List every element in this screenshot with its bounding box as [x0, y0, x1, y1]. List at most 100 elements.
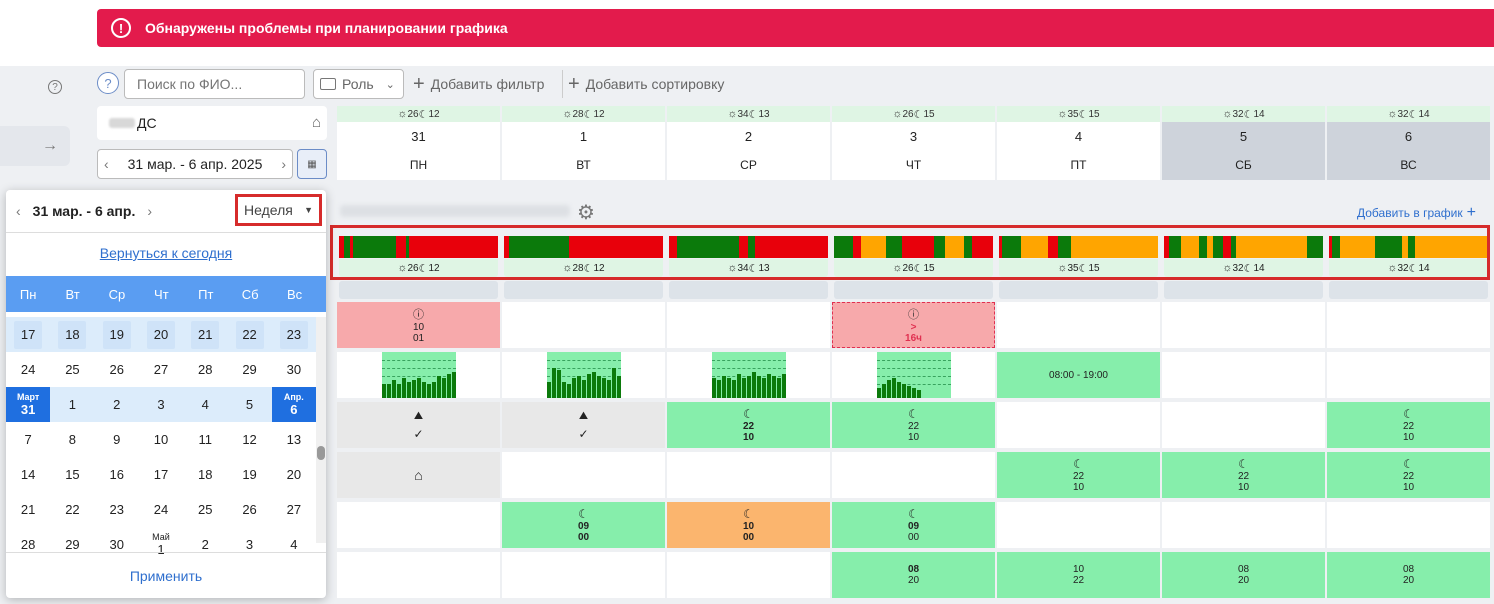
calendar-day[interactable]: 9: [95, 422, 139, 457]
shift-cell[interactable]: ☾ 22 10: [1327, 452, 1490, 498]
calendar-day[interactable]: 19: [94, 317, 139, 352]
shift-cell[interactable]: 08:00 - 19:00: [997, 352, 1160, 398]
calendar-day[interactable]: 24: [139, 492, 183, 527]
search-input[interactable]: [124, 69, 305, 99]
calendar-day[interactable]: 4: [272, 527, 316, 562]
calendar-day[interactable]: 22: [50, 492, 94, 527]
calendar-day[interactable]: 18: [183, 457, 227, 492]
shift-cell[interactable]: [1327, 302, 1490, 348]
shift-cell[interactable]: [997, 402, 1160, 448]
shift-cell[interactable]: 08 20: [1162, 552, 1325, 598]
shift-cell[interactable]: [1327, 352, 1490, 398]
calendar-day[interactable]: 19: [227, 457, 271, 492]
calendar-day[interactable]: Март 31: [6, 387, 51, 422]
view-mode-select[interactable]: Неделя ▼: [235, 194, 322, 226]
shift-cell[interactable]: 08 20: [1327, 552, 1490, 598]
scrollbar-thumb[interactable]: [317, 446, 325, 460]
shift-cell[interactable]: ⛰ ✓: [502, 402, 665, 448]
calendar-day[interactable]: 5: [227, 387, 272, 422]
calendar-day[interactable]: 25: [183, 492, 227, 527]
shift-cell[interactable]: [997, 502, 1160, 548]
help-icon[interactable]: ?: [48, 80, 62, 94]
calendar-day[interactable]: 10: [139, 422, 183, 457]
calendar-day[interactable]: 28: [6, 527, 50, 562]
shift-cell[interactable]: [502, 352, 665, 398]
calendar-day[interactable]: 17: [139, 457, 183, 492]
calendar-day[interactable]: 24: [6, 352, 50, 387]
shift-cell[interactable]: ⛰ ✓: [337, 402, 500, 448]
chevron-right-icon[interactable]: ›: [281, 156, 286, 172]
shift-cell[interactable]: ☾ 10 00: [667, 502, 830, 548]
shift-cell[interactable]: ☾ 09 00: [502, 502, 665, 548]
shift-cell[interactable]: ☾ 22 10: [667, 402, 830, 448]
shift-cell[interactable]: ☾ 22 10: [832, 402, 995, 448]
calendar-day[interactable]: 13: [272, 422, 316, 457]
shift-cell[interactable]: [667, 302, 830, 348]
calendar-day[interactable]: 1: [50, 387, 95, 422]
calendar-day[interactable]: 3: [138, 387, 184, 422]
calendar-day[interactable]: 3: [227, 527, 271, 562]
calendar-day[interactable]: 22: [227, 317, 272, 352]
shift-cell[interactable]: [337, 352, 500, 398]
shift-cell[interactable]: [502, 552, 665, 598]
expand-sidebar-button[interactable]: →: [0, 126, 70, 166]
calendar-day[interactable]: Май 1: [139, 527, 183, 562]
shift-cell[interactable]: [1327, 502, 1490, 548]
calendar-day[interactable]: 17: [6, 317, 51, 352]
shift-cell[interactable]: [502, 302, 665, 348]
shift-cell[interactable]: [502, 452, 665, 498]
calendar-day[interactable]: 14: [6, 457, 50, 492]
shift-cell[interactable]: ⓘ 10 01: [337, 302, 500, 348]
shift-cell[interactable]: 08 20: [832, 552, 995, 598]
calendar-day[interactable]: 30: [95, 527, 139, 562]
calendar-day[interactable]: 21: [6, 492, 50, 527]
shift-cell[interactable]: [337, 502, 500, 548]
apply-button[interactable]: Применить: [6, 552, 326, 598]
calendar-day[interactable]: 2: [183, 527, 227, 562]
calendar-day[interactable]: 29: [50, 527, 94, 562]
calendar-day[interactable]: 15: [50, 457, 94, 492]
calendar-day[interactable]: 2: [94, 387, 139, 422]
shift-cell[interactable]: ☾ 09 00: [832, 502, 995, 548]
add-filter-button[interactable]: + Добавить фильтр: [413, 69, 544, 99]
home-icon[interactable]: ⌂: [311, 114, 321, 131]
calendar-scrollbar[interactable]: [316, 317, 326, 543]
shift-cell[interactable]: [1162, 502, 1325, 548]
shift-cell[interactable]: [667, 452, 830, 498]
shift-cell[interactable]: ⌂: [337, 452, 500, 498]
calendar-day[interactable]: 29: [227, 352, 271, 387]
shift-cell[interactable]: [832, 352, 995, 398]
shift-cell[interactable]: [997, 302, 1160, 348]
chevron-left-icon[interactable]: ‹: [104, 156, 109, 172]
calendar-day[interactable]: 16: [95, 457, 139, 492]
calendar-day[interactable]: 27: [139, 352, 183, 387]
period-selector[interactable]: ‹ 31 мар. - 6 апр. 2025 ›: [97, 149, 293, 179]
calendar-day[interactable]: 23: [271, 317, 316, 352]
calendar-day[interactable]: 18: [50, 317, 95, 352]
shift-cell[interactable]: [1162, 302, 1325, 348]
calendar-day[interactable]: 26: [95, 352, 139, 387]
shift-cell[interactable]: [667, 552, 830, 598]
add-to-graph-button[interactable]: Добавить в график +: [1357, 204, 1476, 222]
shift-cell[interactable]: [667, 352, 830, 398]
calendar-day[interactable]: 27: [272, 492, 316, 527]
shift-cell[interactable]: [1162, 402, 1325, 448]
calendar-button[interactable]: ▦: [297, 149, 327, 179]
calendar-day[interactable]: 8: [50, 422, 94, 457]
org-selector[interactable]: ДС ⌂: [97, 106, 327, 140]
back-to-today-link[interactable]: Вернуться к сегодня: [99, 245, 233, 261]
calendar-day[interactable]: 7: [6, 422, 50, 457]
chevron-right-icon[interactable]: ›: [147, 203, 153, 219]
calendar-day[interactable]: 30: [272, 352, 316, 387]
calendar-day[interactable]: Апр. 6: [271, 387, 316, 422]
calendar-day[interactable]: 12: [227, 422, 271, 457]
gear-icon[interactable]: ⚙: [577, 202, 595, 224]
calendar-day[interactable]: 25: [50, 352, 94, 387]
shift-cell[interactable]: ☾ 22 10: [1327, 402, 1490, 448]
calendar-day[interactable]: 20: [138, 317, 184, 352]
role-filter-dropdown[interactable]: Роль ⌄: [313, 69, 404, 99]
calendar-day[interactable]: 21: [183, 317, 228, 352]
chevron-left-icon[interactable]: ‹: [16, 203, 21, 219]
shift-cell[interactable]: [1162, 352, 1325, 398]
calendar-day[interactable]: 20: [272, 457, 316, 492]
